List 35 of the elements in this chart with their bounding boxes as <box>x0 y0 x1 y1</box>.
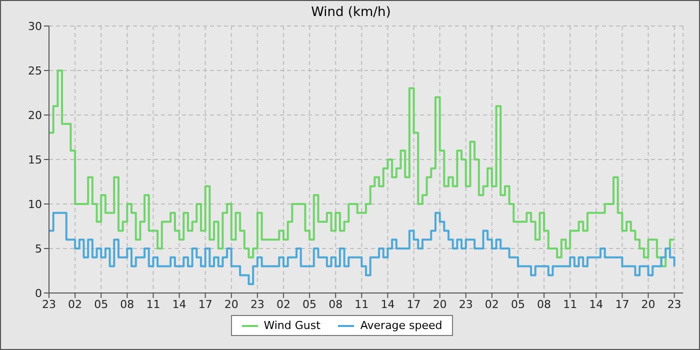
x-tick-label: 02 <box>484 298 499 311</box>
legend-label: Wind Gust <box>262 319 320 332</box>
x-tick-label: 20 <box>641 298 656 311</box>
chart-title: Wind (km/h) <box>310 5 392 20</box>
x-tick-label: 23 <box>458 298 473 311</box>
x-tick-label: 11 <box>354 298 369 311</box>
y-tick-label: 25 <box>28 64 42 78</box>
x-tick-label: 14 <box>172 298 186 311</box>
x-tick-label: 17 <box>615 298 630 311</box>
x-tick-label: 02 <box>68 298 82 311</box>
x-tick-label: 14 <box>589 298 604 311</box>
x-tick-label: 02 <box>276 298 290 311</box>
x-tick-label: 20 <box>224 298 238 311</box>
y-tick-label: 20 <box>28 108 42 122</box>
x-tick-label: 23 <box>667 298 682 311</box>
x-tick-label: 05 <box>94 298 108 311</box>
x-tick-label: 11 <box>563 298 578 311</box>
x-tick-label: 08 <box>537 298 552 311</box>
x-tick-label: 08 <box>328 298 343 311</box>
x-tick-label: 20 <box>432 298 447 311</box>
y-tick-label: 15 <box>28 153 42 166</box>
y-tick-label: 5 <box>35 242 42 256</box>
x-tick-label: 17 <box>406 298 421 311</box>
legend-label: Average speed <box>359 319 442 332</box>
x-tick-label: 23 <box>42 298 56 311</box>
y-tick-label: 0 <box>35 286 42 300</box>
x-tick-label: 11 <box>146 298 160 311</box>
x-tick-label: 14 <box>380 298 395 311</box>
x-tick-label: 05 <box>302 298 317 311</box>
x-tick-label: 17 <box>198 298 212 311</box>
x-tick-label: 05 <box>510 298 525 311</box>
y-tick-label: 10 <box>28 198 42 211</box>
y-tick-label: 30 <box>28 20 42 33</box>
x-tick-label: 08 <box>120 298 134 311</box>
x-tick-label: 23 <box>250 298 264 311</box>
